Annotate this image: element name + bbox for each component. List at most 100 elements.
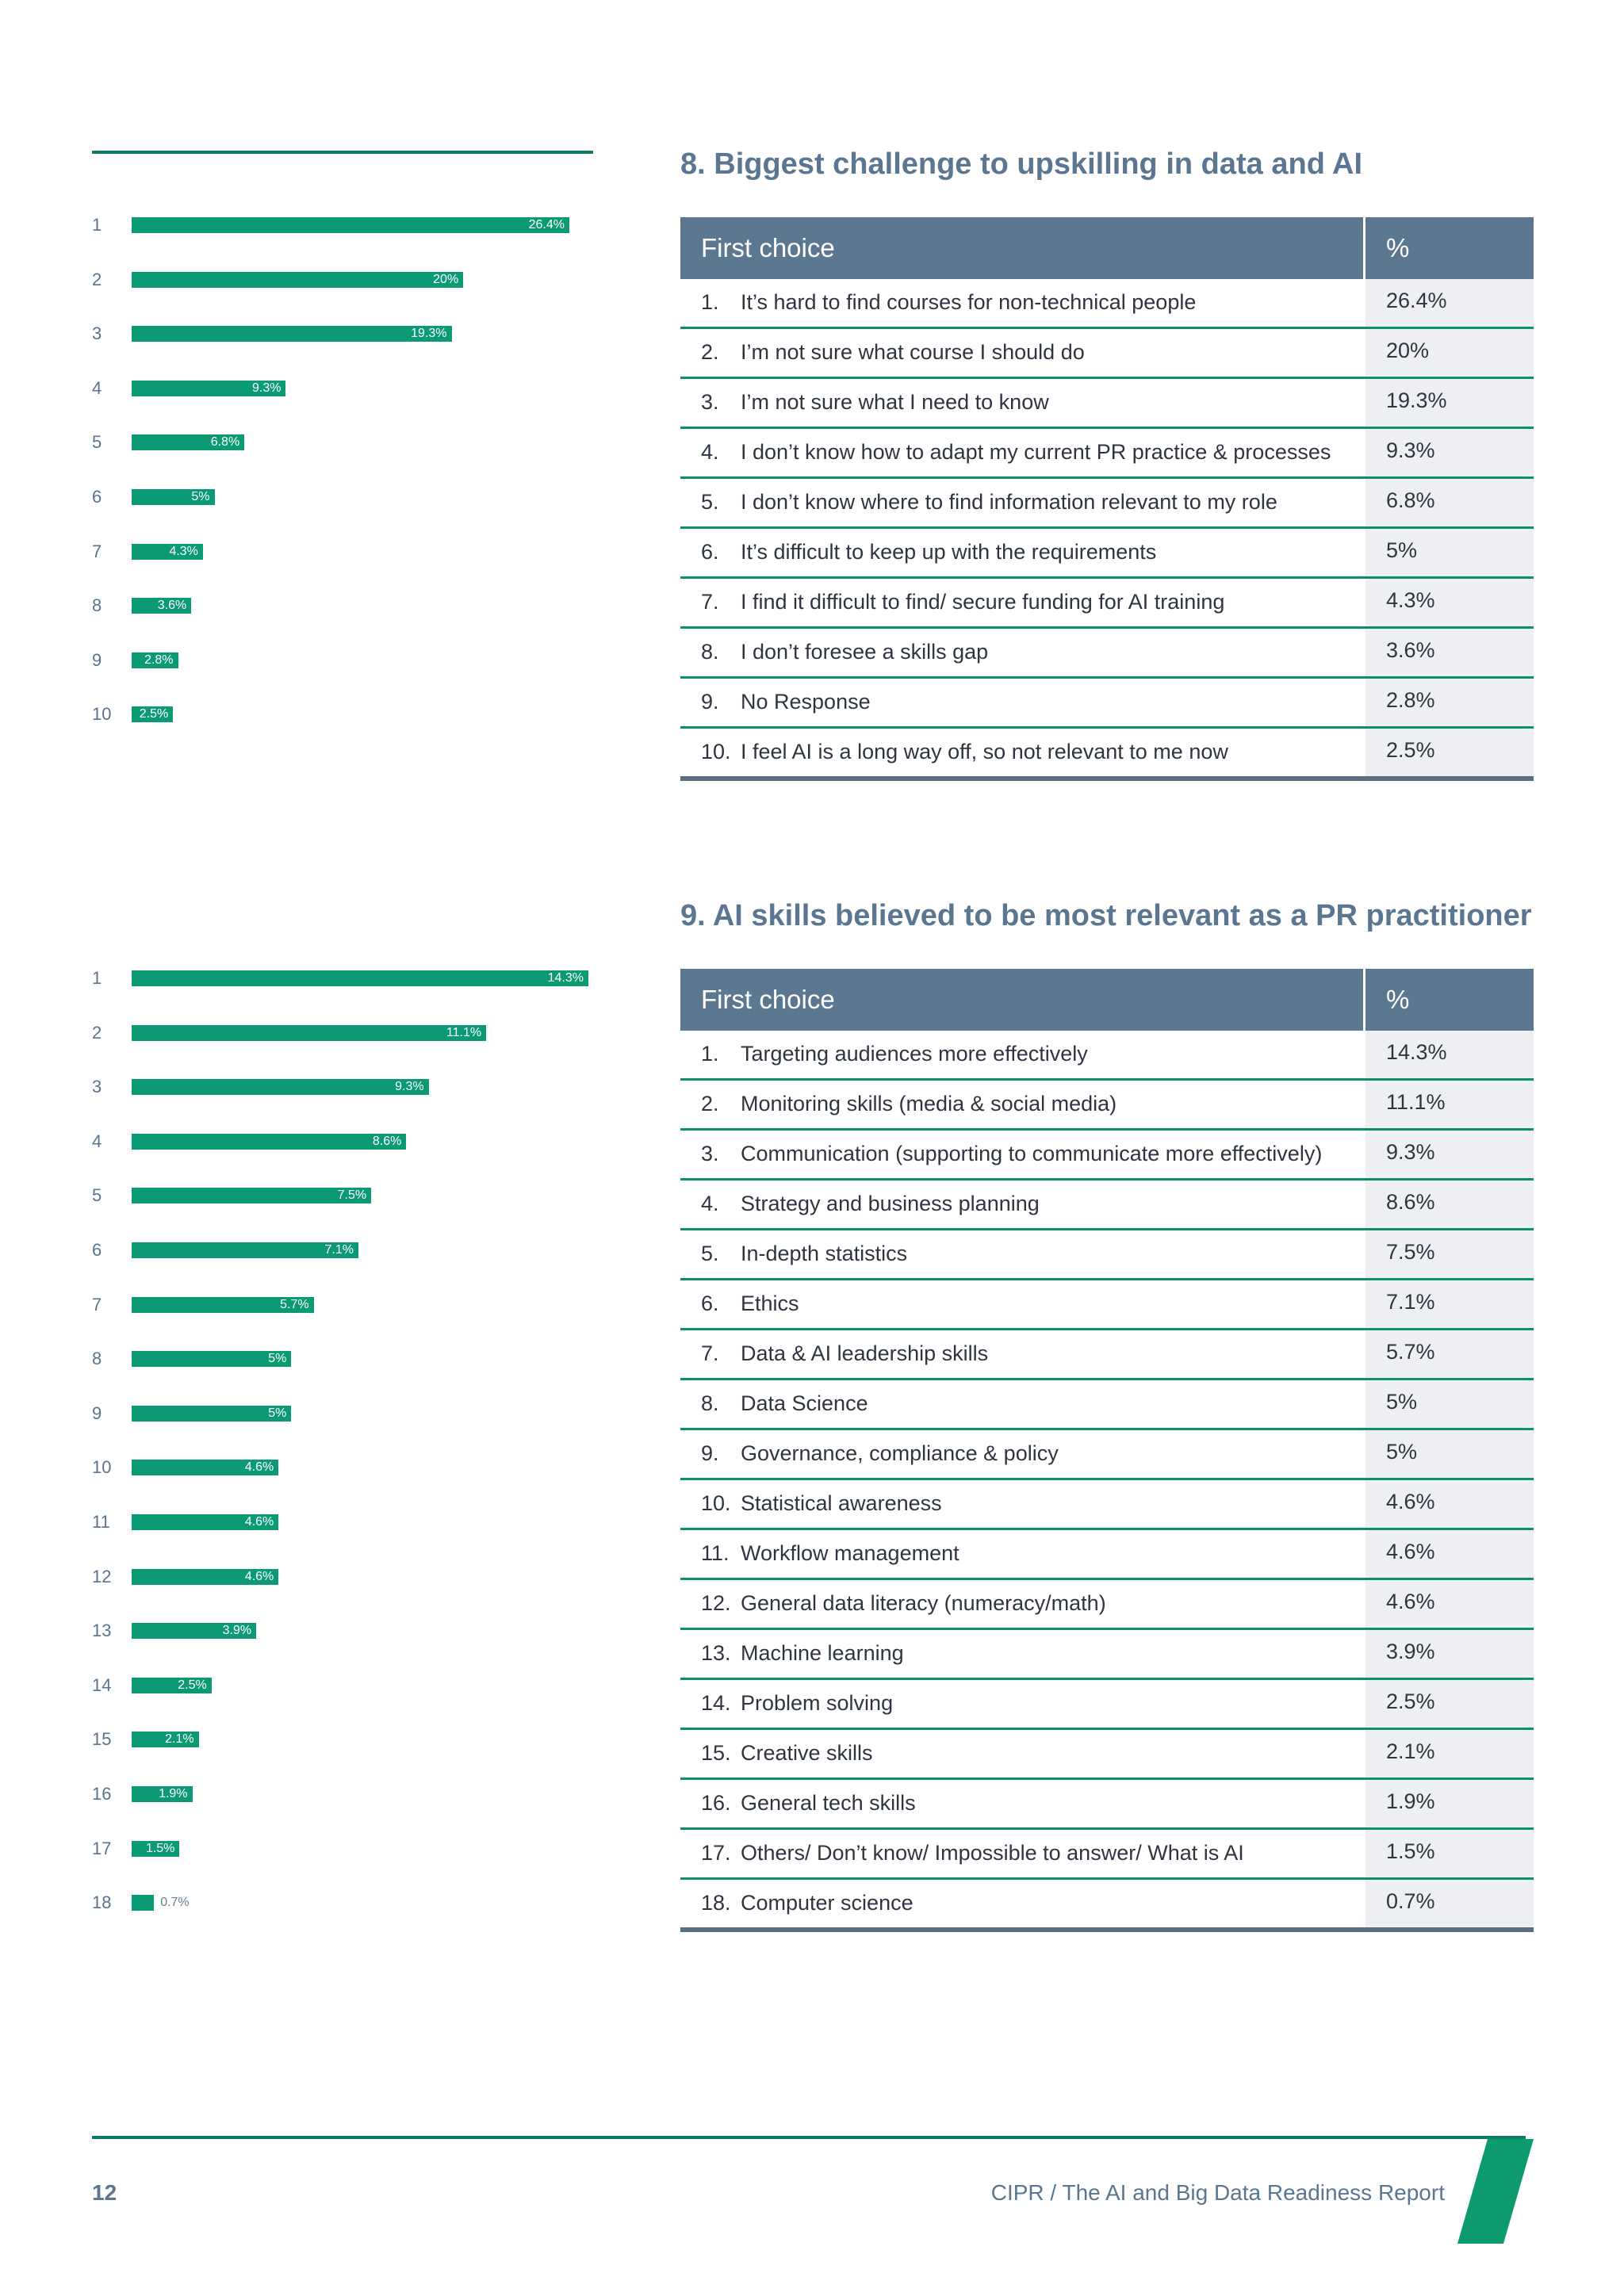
- row-percent: 14.3%: [1363, 1031, 1534, 1081]
- row-text: Computer science: [741, 1891, 914, 1915]
- chart-row: 16 1.9%: [79, 1785, 603, 1804]
- row-text: Targeting audiences more effectively: [741, 1042, 1088, 1066]
- chart-row: 9 2.8%: [79, 649, 603, 670]
- footer-rule: [92, 2136, 1526, 2139]
- chart-ai-skills: 1 14.3% 2 11.1% 3 9.3% 4 8.6% 5 7.5% 6 7.1% 7 5.7% 8 5%…: [79, 969, 603, 1920]
- row-percent: 4.6%: [1363, 1479, 1534, 1530]
- row-text: In-depth statistics: [741, 1242, 908, 1265]
- chart-value-label: 4.6%: [244, 1569, 274, 1583]
- chart-rank-label: 1: [92, 968, 102, 988]
- chart-value-label: 1.9%: [159, 1787, 188, 1800]
- chart-value-label: 3.9%: [222, 1624, 252, 1638]
- chart-rank-label: 1: [92, 215, 102, 235]
- chart1-top-rule: [92, 151, 593, 154]
- table-row: 5. In-depth statistics 7.5%: [680, 1229, 1534, 1280]
- row-choice-cell: 2. I’m not sure what course I should do: [680, 327, 1365, 379]
- chart-value-label: 6.8%: [210, 435, 240, 450]
- row-number: 14.: [701, 1691, 731, 1715]
- table-row: 7. I find it difficult to find/ secure fu…: [680, 577, 1534, 629]
- chart-value-label: 9.3%: [395, 1080, 424, 1094]
- chart-bar: 2.5%: [132, 1677, 212, 1693]
- row-choice-cell: 1. Targeting audiences more effectively: [680, 1031, 1365, 1081]
- row-choice-cell: 18. Computer science: [680, 1878, 1365, 1932]
- row-percent: 9.3%: [1363, 427, 1534, 479]
- table-row: 6. Ethics 7.1%: [680, 1279, 1534, 1330]
- row-text: General data literacy (numeracy/math): [741, 1591, 1106, 1615]
- chart-bar: 19.3%: [132, 326, 452, 342]
- row-text: I’m not sure what I need to know: [741, 390, 1049, 414]
- chart-row: 5 6.8%: [79, 433, 603, 452]
- row-number: 5.: [701, 490, 719, 514]
- row-percent: 26.4%: [1363, 279, 1534, 329]
- row-choice-cell: 4. Strategy and business planning: [680, 1179, 1365, 1230]
- chart-bar: 8.6%: [132, 1133, 407, 1150]
- chart-rank-label: 18: [92, 1892, 112, 1913]
- chart-value-label: 19.3%: [411, 327, 447, 341]
- chart-bar: 4.6%: [132, 1568, 279, 1585]
- row-number: 10.: [701, 740, 731, 763]
- section-ai-skills: 9. AI skills believed to be most relevan…: [680, 896, 1534, 1932]
- row-text: General tech skills: [741, 1791, 916, 1815]
- table-row: 2. I’m not sure what course I should do 20…: [680, 327, 1534, 379]
- row-number: 3.: [701, 1142, 719, 1165]
- row-percent: 2.5%: [1363, 727, 1534, 781]
- chart-row: 17 1.5%: [79, 1839, 603, 1858]
- row-text: Machine learning: [741, 1641, 904, 1665]
- row-percent: 9.3%: [1363, 1129, 1534, 1181]
- chart-rank-label: 10: [92, 1457, 112, 1478]
- row-percent: 1.5%: [1363, 1828, 1534, 1880]
- chart-bar: 2.8%: [132, 652, 178, 668]
- chart-biggest-challenge: 1 26.4% 2 20% 3 19.3% 4 9.3% 5 6.8% 6 5% 7 4.3% 8 3.6% 9…: [79, 216, 603, 731]
- row-choice-cell: 10. I feel AI is a long way off, so not r…: [680, 727, 1365, 781]
- chart-bar: 9.3%: [132, 380, 286, 396]
- chart-rank-label: 9: [92, 649, 102, 670]
- row-percent: 4.6%: [1363, 1529, 1534, 1580]
- row-percent: 1.9%: [1363, 1778, 1534, 1830]
- chart-value-label: 5.7%: [280, 1297, 309, 1311]
- chart-value-label: 4.3%: [169, 544, 198, 558]
- chart-rank-label: 13: [92, 1621, 112, 1641]
- row-number: 6.: [701, 540, 719, 564]
- row-choice-cell: 8. Data Science: [680, 1379, 1365, 1430]
- chart-value-label: 7.1%: [324, 1243, 354, 1257]
- chart-rank-label: 15: [92, 1729, 112, 1750]
- footer-report-title: CIPR / The AI and Big Data Readiness Rep…: [990, 2180, 1445, 2205]
- row-text: Ethics: [741, 1292, 799, 1315]
- chart-bar: 4.6%: [132, 1460, 279, 1476]
- row-number: 1.: [701, 290, 719, 314]
- chart-rank-label: 4: [92, 377, 102, 398]
- chart-value-label: 2.5%: [178, 1678, 207, 1692]
- table-row: 5. I don’t know where to find information…: [680, 477, 1534, 529]
- chart-row: 3 9.3%: [79, 1077, 603, 1096]
- row-percent: 20%: [1363, 327, 1534, 379]
- row-choice-cell: 5. I don’t know where to find information…: [680, 477, 1365, 529]
- row-choice-cell: 12. General data literacy (numeracy/math): [680, 1578, 1365, 1630]
- chart-row: 6 5%: [79, 488, 603, 507]
- row-text: Monitoring skills (media & social media): [741, 1092, 1117, 1115]
- chart-row: 1 26.4%: [79, 216, 603, 235]
- chart-rank-label: 7: [92, 541, 102, 561]
- table-row: 12. General data literacy (numeracy/math)…: [680, 1578, 1534, 1630]
- chart-bar: 5%: [132, 1405, 292, 1422]
- chart-bar: 6.8%: [132, 434, 245, 451]
- row-text: It’s difficult to keep up with the requi…: [741, 540, 1157, 564]
- chart-row: 15 2.1%: [79, 1730, 603, 1749]
- chart-value-label: 4.6%: [244, 1460, 274, 1475]
- row-percent: 5%: [1363, 527, 1534, 579]
- chart-bar: 1.9%: [132, 1786, 193, 1802]
- chart-row: 8 5%: [79, 1349, 603, 1368]
- row-choice-cell: 8. I don’t foresee a skills gap: [680, 627, 1365, 679]
- table-row: 9. Governance, compliance & policy 5%: [680, 1429, 1534, 1480]
- row-choice-cell: 4. I don’t know how to adapt my current P…: [680, 427, 1365, 479]
- chart-value-label: 2.5%: [139, 707, 169, 721]
- row-choice-cell: 11. Workflow management: [680, 1529, 1365, 1580]
- row-choice-cell: 6. Ethics: [680, 1279, 1365, 1330]
- chart-rank-label: 5: [92, 432, 102, 453]
- chart-row: 3 19.3%: [79, 324, 603, 343]
- chart-bar: 7.5%: [132, 1188, 372, 1204]
- chart-bar: 5%: [132, 489, 215, 505]
- chart-row: 9 5%: [79, 1403, 603, 1423]
- table-row: 4. I don’t know how to adapt my current P…: [680, 427, 1534, 479]
- chart-value-label: 9.3%: [251, 381, 282, 395]
- row-number: 13.: [701, 1641, 731, 1665]
